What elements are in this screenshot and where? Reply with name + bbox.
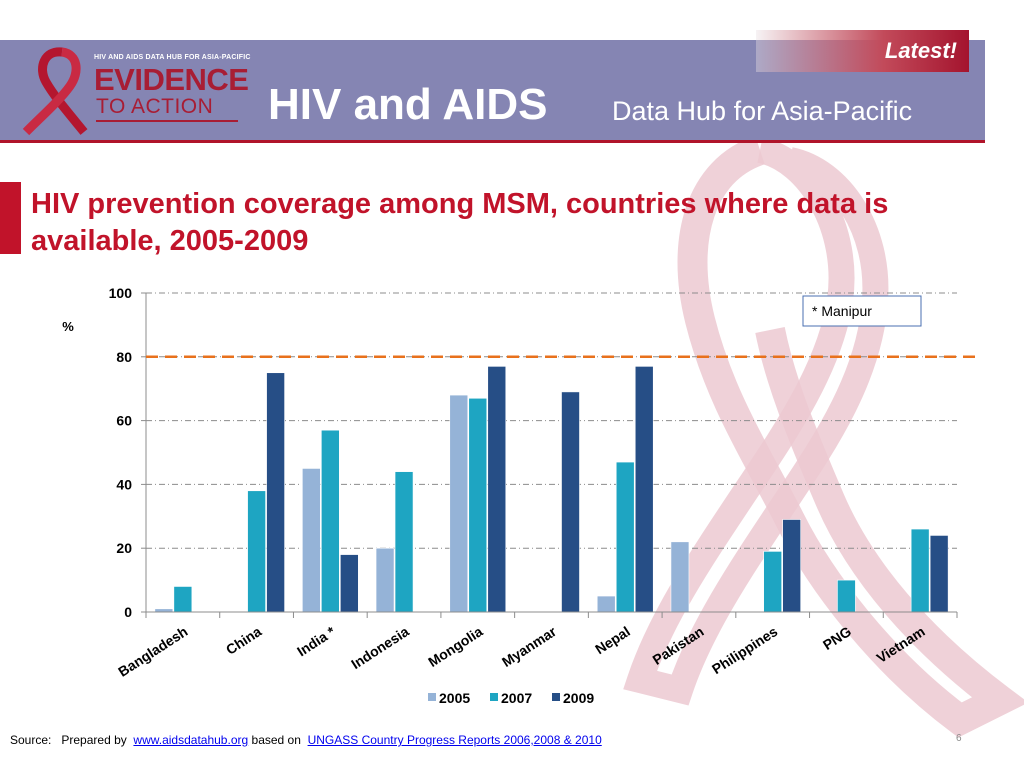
bar-2009-china — [266, 372, 285, 613]
header-title: HIV and AIDS — [268, 80, 548, 129]
legend-swatch-2005 — [428, 693, 436, 701]
header-subtitle: Data Hub for Asia-Pacific — [612, 96, 913, 126]
y-tick-label: 40 — [116, 476, 132, 492]
annotation-text: * Manipur — [812, 303, 872, 319]
x-category-label: Philippines — [709, 623, 781, 677]
x-category-label: Bangladesh — [115, 623, 190, 680]
x-category-label: Indonesia — [348, 623, 412, 672]
bar-2005-indonesia — [375, 547, 395, 613]
x-category-label: Vietnam — [874, 623, 928, 666]
header-divider — [0, 140, 985, 143]
y-tick-label: 80 — [116, 349, 132, 365]
bar-2009-philippines — [782, 519, 801, 613]
x-category-label: PNG — [820, 623, 854, 653]
slide-title: HIV prevention coverage among MSM, count… — [31, 188, 889, 257]
legend-label-2007: 2007 — [501, 690, 532, 706]
source-line: Source: Prepared by www.aidsdatahub.org … — [10, 733, 602, 747]
latest-label: Latest! — [884, 38, 957, 63]
evidence-to-action-logo — [14, 44, 244, 136]
bar-2007-indonesia — [394, 471, 414, 613]
source-link-ungass[interactable]: UNGASS Country Progress Reports 2006,200… — [307, 733, 602, 747]
red-ribbon-icon — [22, 47, 88, 136]
bar-2007-nepal — [615, 461, 635, 613]
bar-2007-china — [247, 490, 266, 613]
legend: 2005 2007 2009 — [428, 690, 594, 706]
bar-2005-mongolia — [449, 394, 469, 613]
bar-2005-pakistan — [670, 541, 690, 613]
x-category-label: India * — [294, 623, 338, 660]
x-category-label: Myanmar — [499, 623, 560, 670]
latest-button-background — [756, 30, 969, 72]
bars — [154, 366, 949, 613]
bar-2007-philippines — [763, 551, 782, 613]
bar-2005-nepal — [596, 595, 616, 613]
bar-2007-india — [321, 429, 340, 613]
y-axis-label: % — [62, 319, 74, 334]
logo-underline — [96, 120, 238, 122]
legend-label-2009: 2009 — [563, 690, 594, 706]
legend-label-2005: 2005 — [439, 690, 470, 706]
bar-2007-png — [837, 579, 856, 613]
x-category-label: Nepal — [592, 623, 633, 657]
source-link-aidsdatahub[interactable]: www.aidsdatahub.org — [133, 733, 249, 747]
legend-swatch-2009 — [552, 693, 560, 701]
logo-small-text: HIV AND AIDS DATA HUB FOR ASIA-PACIFIC — [94, 54, 251, 61]
bar-2007-vietnam — [910, 528, 930, 613]
y-tick-label: 20 — [116, 540, 132, 556]
bar-2005-india — [302, 468, 321, 613]
x-category-label: Mongolia — [425, 623, 485, 670]
latest-button[interactable]: Latest! — [756, 30, 969, 72]
bar-2009-nepal — [634, 366, 654, 613]
page-number: 6 — [956, 733, 962, 744]
bar-2007-mongolia — [468, 397, 488, 613]
bar-2009-myanmar — [561, 391, 580, 613]
source-label: Source: — [10, 733, 52, 747]
logo-evidence-text: EVIDENCE — [94, 62, 249, 97]
logo-to-action-text: TO ACTION — [96, 95, 214, 118]
source-prepared-by: Prepared by — [61, 733, 127, 747]
bar-2009-vietnam — [929, 535, 949, 613]
y-tick-label: 100 — [109, 285, 133, 301]
bar-2009-india — [340, 554, 359, 613]
y-tick-label: 0 — [124, 604, 132, 620]
y-tick-label: 60 — [116, 413, 132, 429]
x-category-label: Pakistan — [650, 623, 707, 668]
axes — [141, 292, 975, 618]
source-based-on: based on — [251, 733, 301, 747]
legend-swatch-2007 — [490, 693, 498, 701]
x-category-label: China — [223, 623, 265, 658]
title-accent-bar — [0, 182, 21, 254]
annotation-box — [802, 295, 922, 327]
bar-2009-mongolia — [487, 366, 507, 613]
bar-2007-bangladesh — [173, 586, 193, 613]
